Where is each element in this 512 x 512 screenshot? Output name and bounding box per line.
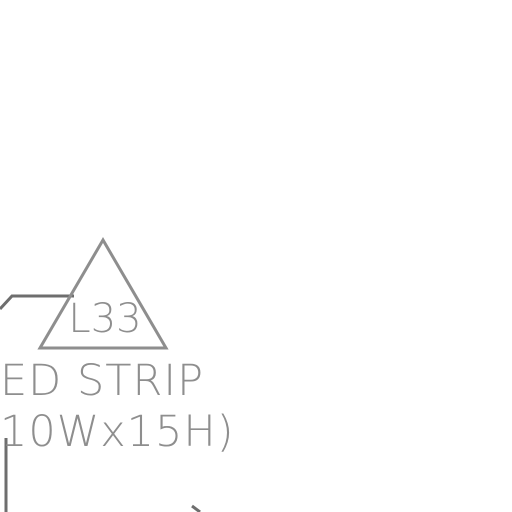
edge-stroke — [191, 504, 201, 512]
note-line-2: 10Wx15H) — [0, 407, 235, 457]
tag-label: L33 — [68, 296, 141, 342]
note-line-1: ED STRIP — [0, 356, 204, 406]
tag-triangle — [37, 237, 169, 350]
leader-line — [0, 294, 74, 311]
